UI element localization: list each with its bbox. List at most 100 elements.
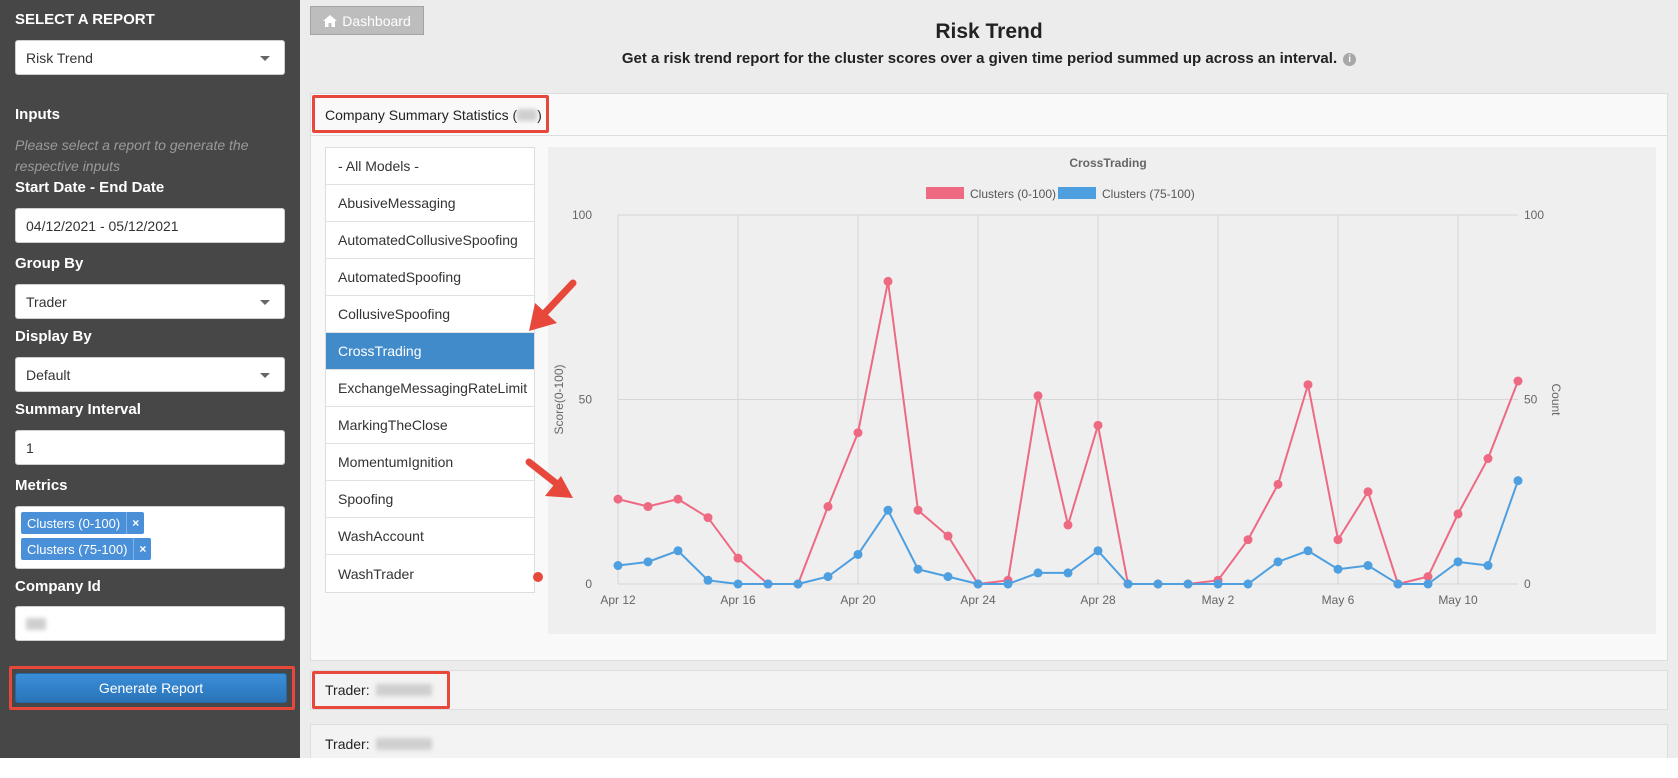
model-list-item[interactable]: WashAccount: [326, 518, 534, 555]
dashboard-button[interactable]: Dashboard: [310, 6, 424, 35]
model-list-item[interactable]: ExchangeMessagingRateLimit: [326, 370, 534, 407]
x-tick-label: May 2: [1202, 593, 1235, 607]
date-range-input[interactable]: 04/12/2021 - 05/12/2021: [15, 208, 285, 243]
chart-title: CrossTrading: [1069, 156, 1146, 170]
data-point: [1303, 546, 1313, 556]
x-tick-label: Apr 20: [840, 593, 876, 607]
risk-trend-chart: CrossTrading Clusters (0-100) Clusters (75…: [548, 147, 1656, 634]
company-summary-close-paren: ): [537, 106, 542, 123]
chevron-down-icon: [260, 373, 270, 378]
date-range-value: 04/12/2021 - 05/12/2021: [26, 217, 179, 234]
display-by-label: Display By: [15, 328, 92, 345]
y2-tick-label: 50: [1524, 393, 1538, 407]
data-point: [1033, 391, 1043, 401]
data-point: [1453, 509, 1463, 519]
data-point: [883, 505, 893, 515]
chevron-down-icon: [260, 56, 270, 61]
trader-panel[interactable]: Trader:: [310, 670, 1668, 710]
annotation-arrow-icon: [525, 458, 573, 498]
data-point: [673, 546, 683, 556]
model-list-item[interactable]: MarkingTheClose: [326, 407, 534, 444]
summary-interval-value: 1: [26, 439, 34, 456]
metric-tag: Clusters (0-100) ×: [21, 512, 145, 534]
company-summary-panel: Company Summary Statistics () - All Mode…: [310, 93, 1668, 661]
data-point: [1453, 557, 1463, 567]
data-point: [1273, 557, 1283, 567]
model-list: - All Models - AbusiveMessaging AutomatedC…: [325, 147, 535, 593]
data-point: [673, 494, 683, 504]
data-point: [1033, 568, 1043, 578]
info-icon[interactable]: i: [1343, 52, 1357, 66]
model-list-item[interactable]: CollusiveSpoofing: [326, 296, 534, 333]
data-point: [1333, 564, 1343, 574]
model-list-item[interactable]: Spoofing: [326, 481, 534, 518]
data-point: [943, 572, 953, 582]
data-point: [883, 276, 893, 286]
report-select[interactable]: Risk Trend: [15, 40, 285, 75]
metrics-multiselect[interactable]: Clusters (0-100) × Clusters (75-100) ×: [15, 506, 285, 569]
model-list-item[interactable]: AbusiveMessaging: [326, 185, 534, 222]
data-point: [1303, 380, 1313, 390]
x-tick-label: Apr 16: [720, 593, 756, 607]
model-list-item[interactable]: AutomatedSpoofing: [326, 259, 534, 296]
data-point: [1483, 561, 1493, 571]
data-point: [1063, 568, 1073, 578]
annotation-arrow-icon: [529, 279, 577, 331]
summary-interval-input[interactable]: 1: [15, 430, 285, 465]
display-by-select[interactable]: Default: [15, 357, 285, 392]
legend-swatch: [926, 187, 964, 199]
data-point: [823, 572, 833, 582]
chart-svg: CrossTrading Clusters (0-100) Clusters (75…: [552, 156, 1563, 607]
data-point: [1363, 561, 1373, 571]
data-point: [1423, 579, 1433, 589]
data-point: [913, 505, 923, 515]
data-point: [1393, 579, 1403, 589]
model-list-item[interactable]: - All Models -: [326, 148, 534, 185]
y-tick-label: 0: [585, 577, 592, 591]
data-point: [1273, 479, 1283, 489]
sidebar: SELECT A REPORT Risk Trend Inputs Please…: [0, 0, 300, 778]
page-subtitle-text: Get a risk trend report for the cluster …: [621, 50, 1338, 67]
data-point: [643, 502, 653, 512]
data-point: [1003, 579, 1013, 589]
data-point: [1513, 376, 1523, 386]
data-point: [1093, 546, 1103, 556]
group-by-select[interactable]: Trader: [15, 284, 285, 319]
company-id-input[interactable]: [15, 606, 285, 641]
trader-label: Trader:: [325, 736, 370, 752]
generate-report-button[interactable]: Generate Report: [15, 673, 287, 703]
model-list-item[interactable]: WashTrader: [338, 565, 414, 582]
remove-icon[interactable]: ×: [133, 538, 151, 560]
redacted-value: [375, 738, 432, 750]
data-point: [1093, 420, 1103, 430]
group-by-label: Group By: [15, 255, 84, 272]
metric-tag-label: Clusters (0-100): [27, 515, 121, 531]
legend-label: Clusters (0-100): [970, 187, 1056, 201]
data-point: [913, 564, 923, 574]
data-point: [943, 531, 953, 541]
y2-tick-label: 0: [1524, 577, 1531, 591]
data-point: [733, 579, 743, 589]
metrics-label: Metrics: [15, 477, 68, 494]
data-point: [613, 494, 623, 504]
data-point: [1213, 579, 1223, 589]
data-point: [1153, 579, 1163, 589]
model-list-item[interactable]: MomentumIgnition: [326, 444, 534, 481]
x-tick-label: May 6: [1322, 593, 1355, 607]
data-point: [973, 579, 983, 589]
trader-label: Trader:: [325, 682, 370, 698]
y-tick-label: 100: [572, 208, 592, 222]
company-summary-header[interactable]: Company Summary Statistics (): [311, 94, 1667, 136]
x-tick-label: Apr 24: [960, 593, 996, 607]
data-point: [1513, 476, 1523, 486]
data-point: [1363, 487, 1373, 497]
y2-tick-label: 100: [1524, 208, 1544, 222]
model-list-item[interactable]: AutomatedCollusiveSpoofing: [326, 222, 534, 259]
summary-interval-label: Summary Interval: [15, 401, 141, 418]
model-list-item[interactable]: CrossTrading: [326, 333, 534, 370]
y2-axis-label: Count: [1549, 383, 1563, 416]
report-select-value: Risk Trend: [26, 49, 93, 66]
data-point: [733, 553, 743, 563]
remove-icon[interactable]: ×: [126, 512, 144, 534]
x-tick-label: Apr 28: [1080, 593, 1116, 607]
